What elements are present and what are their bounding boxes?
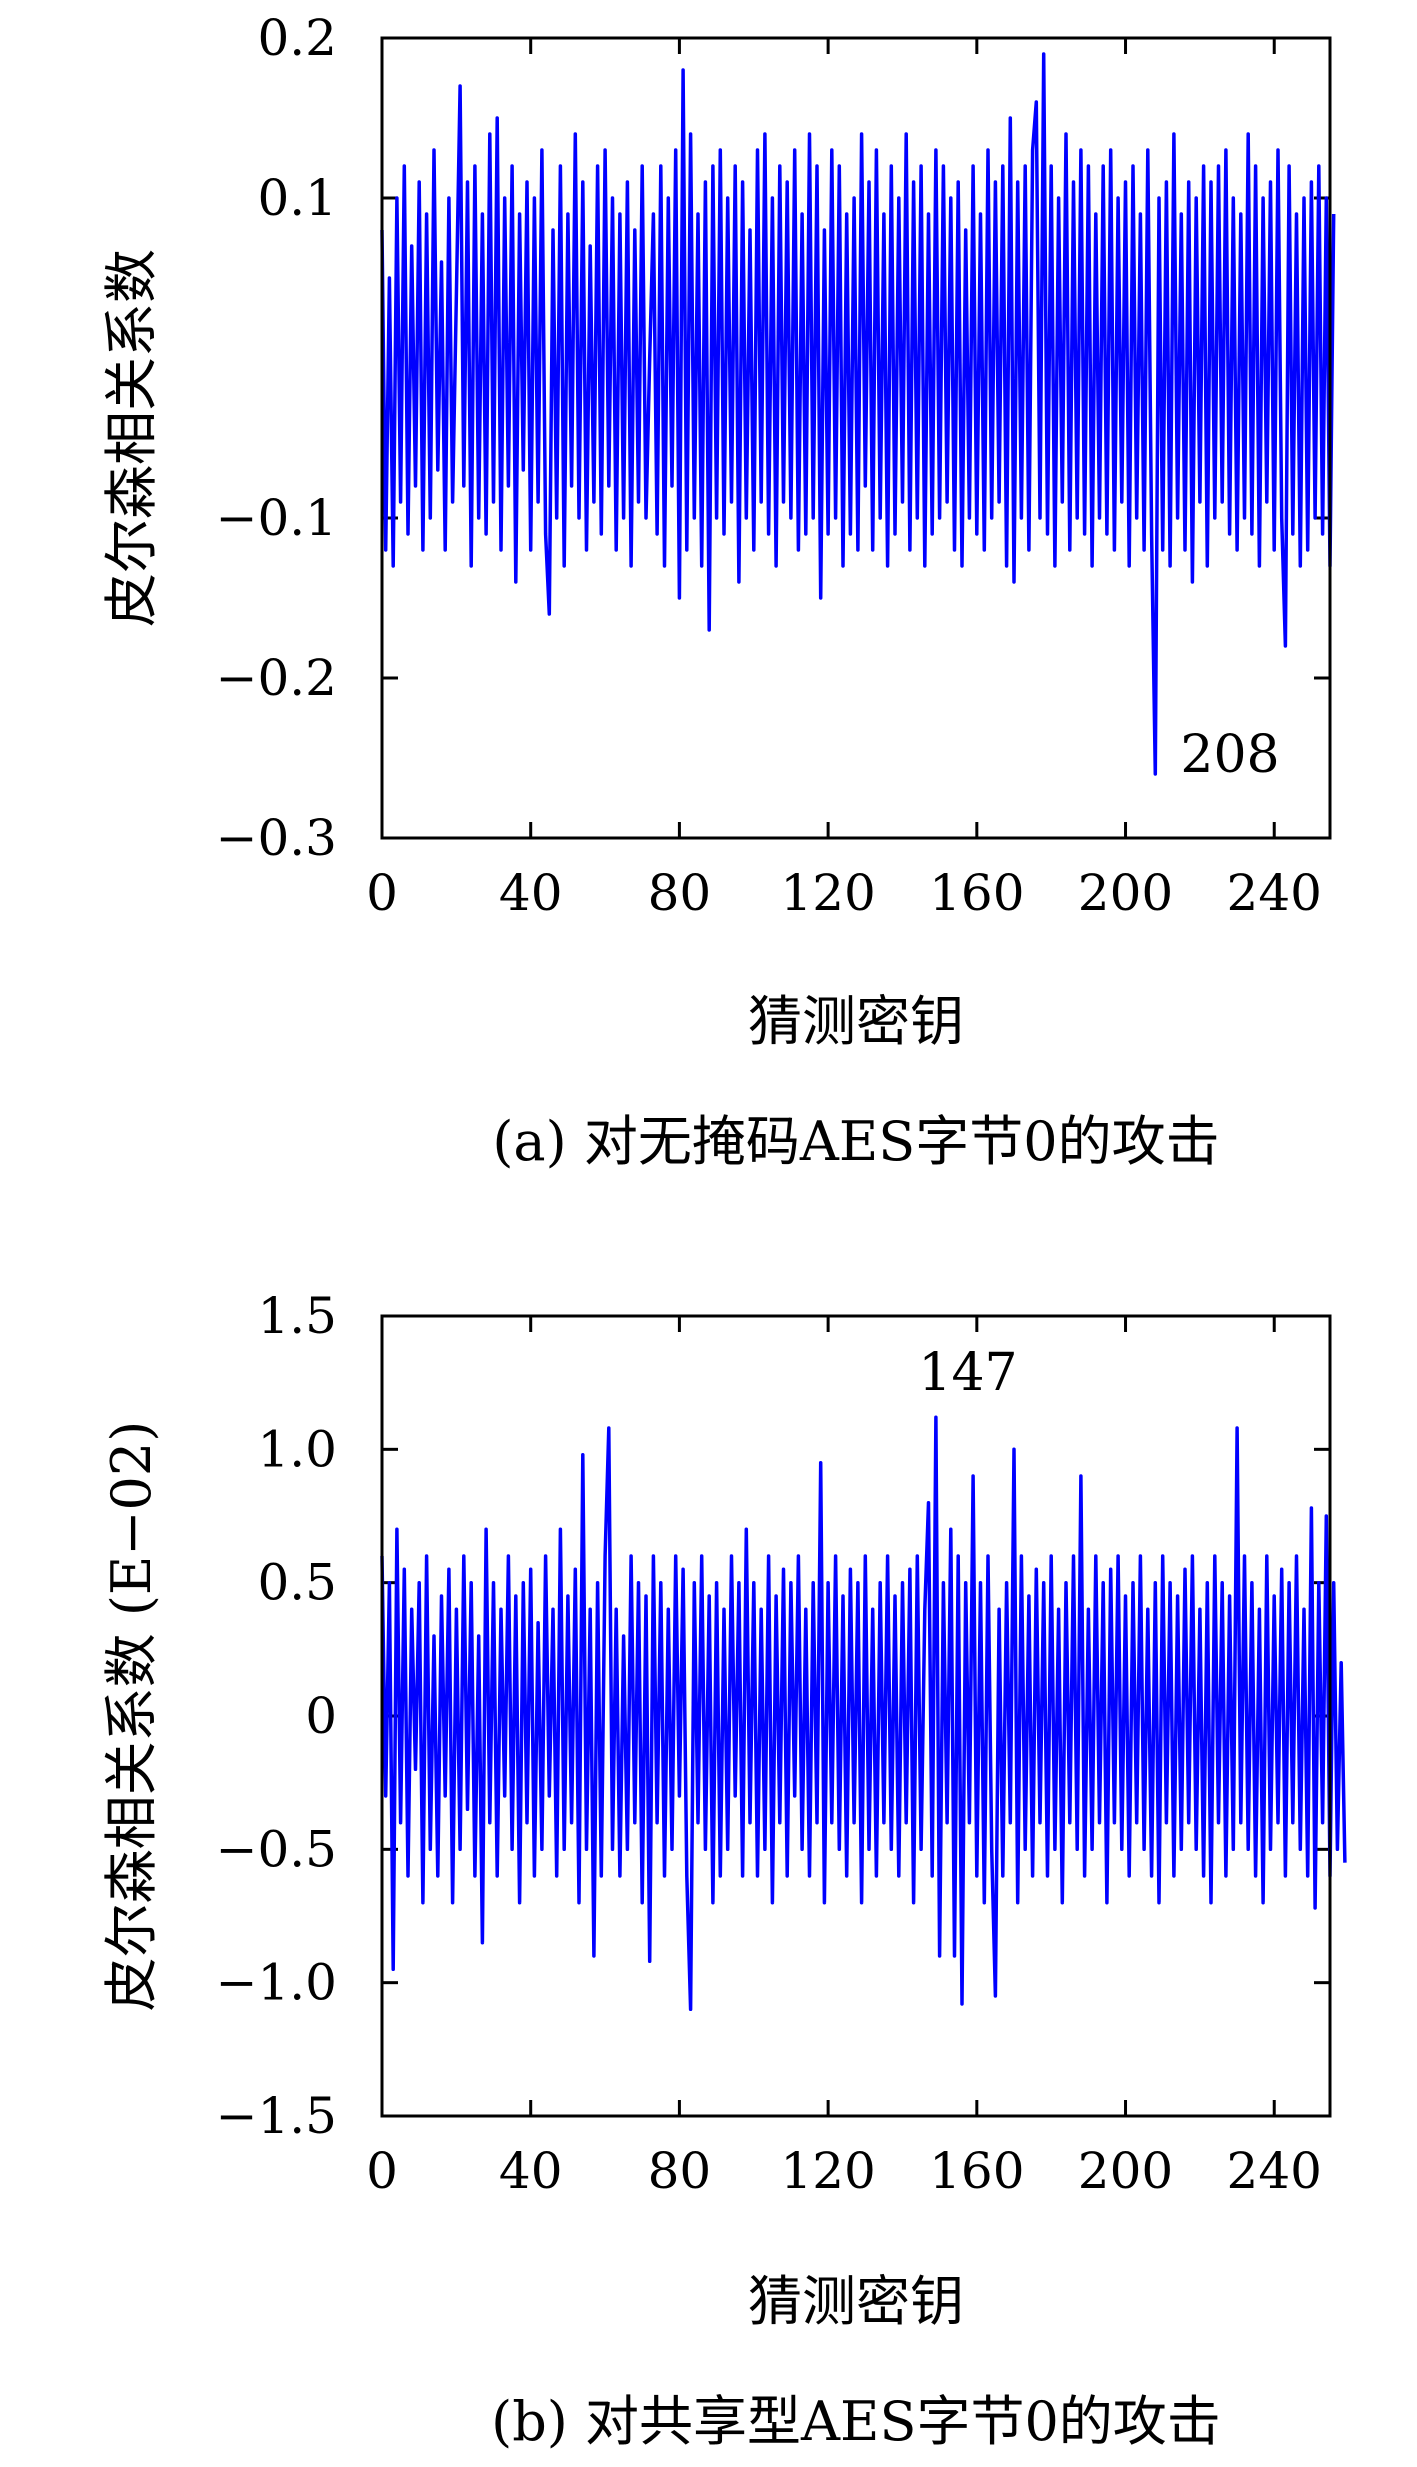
chart-a-series — [380, 52, 1336, 776]
x-tick-label: 80 — [648, 864, 712, 922]
series-line — [380, 52, 1336, 776]
x-tick-label: 240 — [1227, 2142, 1322, 2200]
x-tick-label: 120 — [780, 864, 875, 922]
chart-b-ylabel: 皮尔森相关系数 (E−02) — [100, 1421, 163, 2012]
x-tick-label: 200 — [1078, 2142, 1173, 2200]
y-tick-label: −1.0 — [216, 1954, 337, 2012]
chart-b-xlabel: 猜测密钥 — [748, 2270, 964, 2333]
chart-a-caption: (a) 对无掩码AES字节0的攻击 — [492, 1110, 1219, 1173]
y-tick-label: −0.3 — [216, 809, 337, 867]
y-tick-label: 1.0 — [257, 1420, 337, 1478]
y-tick-label: 0.2 — [257, 9, 337, 67]
y-tick-label: −0.1 — [216, 489, 337, 547]
chart-a: 0 40 80 120 160 200 240−0.3−0.2−0.10.10.2 208 … — [100, 9, 1336, 1173]
x-tick-label: 40 — [499, 2142, 563, 2200]
x-tick-label: 240 — [1227, 864, 1322, 922]
x-tick-label: 200 — [1078, 864, 1173, 922]
x-tick-label: 120 — [780, 2142, 875, 2200]
chart-a-annotation: 208 — [1180, 725, 1279, 785]
x-tick-label: 0 — [366, 2142, 398, 2200]
y-tick-label: −0.2 — [216, 649, 337, 707]
chart-b-series — [380, 1415, 1347, 2012]
y-tick-label: 0 — [305, 1687, 337, 1745]
series-line — [380, 1415, 1347, 2012]
chart-b-axes: 0 40 80 120 160 200 240 −1.5 −1.0 −0.5 0 0.5 1.0 1.5 — [216, 1287, 1330, 2200]
chart-a-frame — [380, 36, 1332, 840]
y-tick-label: 1.5 — [257, 1287, 337, 1345]
chart-a-ylabel: 皮尔森相关系数 — [100, 249, 163, 627]
y-tick-label: 0.5 — [257, 1554, 337, 1612]
y-tick-label: −0.5 — [216, 1820, 337, 1878]
x-tick-label: 40 — [499, 864, 563, 922]
x-tick-label: 80 — [648, 2142, 712, 2200]
chart-b-frame — [380, 1314, 1332, 2118]
chart-a-xlabel: 猜测密钥 — [748, 990, 964, 1053]
chart-b-annotation: 147 — [918, 1343, 1017, 1403]
x-tick-label: 0 — [366, 864, 398, 922]
y-tick-label: 0.1 — [257, 169, 337, 227]
x-tick-label: 160 — [929, 2142, 1024, 2200]
chart-a-axes: 0 40 80 120 160 200 240 −0.3 −0.2 −0.1 0.1 0.2 — [216, 9, 1330, 922]
x-tick-label: 160 — [929, 864, 1024, 922]
chart-b-caption: (b) 对共享型AES字节0的攻击 — [491, 2390, 1221, 2453]
chart-b: 0 40 80 120 160 200 240−1.5−1.0−0.500.51.01.5 … — [100, 1287, 1347, 2453]
y-tick-label: −1.5 — [216, 2087, 337, 2145]
